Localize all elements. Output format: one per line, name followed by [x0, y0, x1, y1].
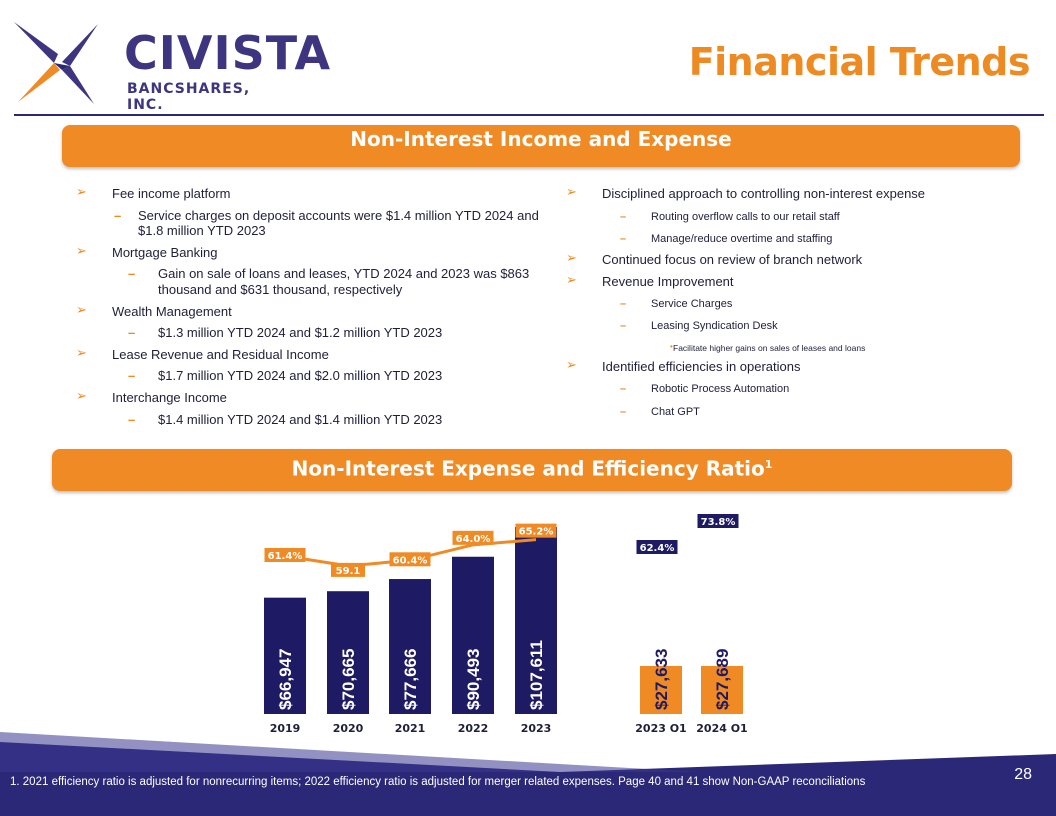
- sub-bullet-item: $1.4 million YTD 2024 and $1.4 million Y…: [76, 412, 546, 428]
- expense-bar-label: $70,665: [339, 649, 358, 710]
- efficiency-ratio-marker: [264, 548, 306, 562]
- x-tick-label: 2023: [521, 722, 552, 735]
- efficiency-ratio-label: 60.4%: [393, 555, 428, 566]
- x-tick-label: 2019: [270, 722, 301, 735]
- quarter-ratio-marker: [636, 540, 678, 554]
- expense-bar: [327, 591, 369, 714]
- sub-bullet-item: Robotic Process Automation: [566, 383, 1036, 396]
- civista-star-icon: [14, 22, 98, 104]
- expense-bar: [389, 579, 431, 714]
- efficiency-ratio-label: 61.4%: [268, 551, 303, 562]
- sub-bullet-item: Routing overflow calls to our retail sta…: [566, 211, 1036, 224]
- bullet-item: Disciplined approach to controlling non-…: [566, 185, 1036, 202]
- x-tick-label: 2021: [395, 722, 426, 735]
- expense-bar-label: $66,947: [276, 649, 295, 710]
- footer-band: [0, 732, 1056, 816]
- expense-bar-label: $107,611: [527, 640, 546, 710]
- quarter-expense-bar: [701, 666, 743, 714]
- left-bullet-list: Fee income platform Service charges on de…: [76, 180, 546, 427]
- x-tick-label: 2022: [458, 722, 489, 735]
- bullet-item: Lease Revenue and Residual Income: [76, 346, 546, 363]
- bullet-item: Interchange Income: [76, 389, 546, 406]
- expense-bar: [452, 556, 494, 714]
- quarter-expense-label: $27,689: [713, 649, 732, 710]
- header-divider: [14, 114, 1044, 116]
- efficiency-banner-text: Non-Interest Expense and Efficiency Rati…: [291, 456, 765, 481]
- efficiency-ratio-label: 59.1: [336, 566, 361, 577]
- bullet-item: Identified efficiencies in operations: [566, 358, 1036, 375]
- footnote: 1. 2021 efficiency ratio is adjusted for…: [10, 776, 866, 788]
- efficiency-ratio-marker: [452, 530, 494, 545]
- expense-bar: [515, 527, 557, 714]
- quarter-expense-bar: [640, 666, 682, 714]
- efficiency-ratio-marker: [389, 552, 431, 567]
- bullet-item: Revenue Improvement: [566, 273, 1036, 290]
- right-bullet-list: Disciplined approach to controlling non-…: [566, 180, 1036, 419]
- quarter-ratio-marker: [697, 514, 739, 528]
- x-tick-label: 2024 Q1: [696, 722, 747, 735]
- expense-bar-label: $90,493: [464, 649, 483, 710]
- sub-bullet-item: Leasing Syndication Desk: [566, 320, 1036, 333]
- footnote-marker: 1: [764, 458, 773, 471]
- expense-bar: [264, 597, 306, 714]
- bullet-item: Wealth Management: [76, 303, 546, 320]
- page-title: Financial Trends: [688, 40, 1031, 84]
- sub-bullet-item: Chat GPT: [566, 406, 1036, 419]
- civista-logo: CIVISTA BANCSHARES, INC.: [14, 22, 330, 113]
- efficiency-ratio-marker: [331, 562, 365, 577]
- bullet-item: Fee income platform: [76, 185, 546, 202]
- sub-bullet-item: Manage/reduce overtime and staffing: [566, 233, 1036, 246]
- efficiency-ratio-label: 64.0%: [456, 534, 491, 545]
- page-number: 28: [1014, 766, 1032, 783]
- section-banner-income-expense: Non-Interest Income and Expense: [62, 125, 1020, 167]
- x-tick-label: 2023 Q1: [635, 722, 686, 735]
- sub-bullet-item: Service charges on deposit accounts were…: [76, 208, 546, 239]
- expense-bar-label: $77,666: [401, 649, 420, 710]
- efficiency-ratio-label: 65.2%: [519, 527, 554, 538]
- quarter-ratio-label: 62.4%: [640, 543, 675, 554]
- quarter-ratio-label: 73.8%: [701, 517, 736, 528]
- efficiency-ratio-marker: [515, 523, 557, 538]
- quarter-expense-label: $27,633: [652, 649, 671, 710]
- logo-subtitle: BANCSHARES, INC.: [127, 81, 251, 113]
- sub-bullet-item: Service Charges: [566, 298, 1036, 311]
- sub-bullet-item: $1.3 million YTD 2024 and $1.2 million Y…: [76, 325, 546, 341]
- logo-name: CIVISTA: [124, 26, 332, 80]
- sub-sub-bullet-item: Facilitate higher gains on sales of leas…: [566, 342, 1036, 353]
- bullet-item: Continued focus on review of branch netw…: [566, 251, 1036, 268]
- section-banner-efficiency: Non-Interest Expense and Efficiency Rati…: [52, 449, 1012, 491]
- sub-bullet-item: Gain on sale of loans and leases, YTD 20…: [76, 266, 546, 297]
- bullet-item: Mortgage Banking: [76, 244, 546, 261]
- x-tick-label: 2020: [333, 722, 364, 735]
- sub-bullet-item: $1.7 million YTD 2024 and $2.0 million Y…: [76, 368, 546, 384]
